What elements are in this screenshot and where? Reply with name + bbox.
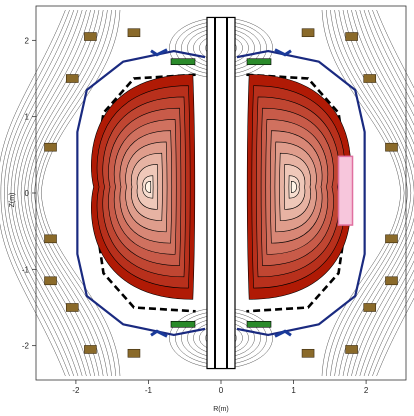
pf-coil [385, 142, 398, 152]
field-line [30, 9, 108, 377]
field-line [14, 9, 87, 377]
vessel-outline [236, 49, 366, 337]
field-line [321, 9, 402, 377]
flux-surface [290, 180, 297, 193]
field-line [338, 9, 414, 377]
pf-coil [345, 345, 358, 354]
vessel-outline [76, 49, 206, 337]
field-line [17, 9, 91, 377]
x-tick-label: 0 [219, 386, 224, 395]
coils-and-hardware [44, 16, 398, 370]
x-axis-label: R(m) [213, 406, 229, 413]
field-line [351, 9, 414, 377]
flux-surface [145, 180, 152, 193]
pf-coil [44, 142, 57, 152]
x-tick-label: -2 [72, 386, 80, 395]
pf-coil [363, 303, 377, 312]
field-line [355, 9, 414, 377]
field-line [334, 9, 412, 377]
y-tick-label: -2 [22, 342, 30, 351]
field-line [20, 9, 96, 377]
divertor-coil [150, 329, 168, 338]
field-line [10, 9, 83, 377]
field-line [24, 9, 100, 377]
y-tick-label: 2 [25, 36, 30, 45]
field-line [325, 9, 405, 377]
field-line [330, 9, 408, 377]
pf-coil [127, 348, 141, 358]
field-line [342, 9, 414, 377]
field-line [0, 9, 70, 377]
y-tick-label: -1 [22, 265, 30, 274]
x-tick-label: -1 [145, 386, 153, 395]
y-axis-label: Z(m) [9, 193, 16, 208]
field-line [7, 9, 79, 377]
pf-coil [65, 74, 79, 83]
field-line [346, 9, 414, 377]
pf-coil [301, 348, 315, 358]
axes: -2 -1 0 1 2 -2 -1 0 1 2 [22, 5, 407, 395]
target-plate [170, 320, 196, 328]
x-tick-label: 1 [291, 386, 296, 395]
target-plate [246, 320, 272, 328]
field-line [372, 9, 414, 377]
divertor-coil [274, 329, 292, 338]
pf-coil [65, 303, 79, 312]
pf-coil [345, 32, 358, 41]
pf-coil [44, 234, 57, 244]
field-line [363, 9, 414, 377]
x-tick-label: 2 [364, 386, 369, 395]
pf-coil [44, 276, 57, 286]
limiter-box [337, 155, 354, 226]
field-line [40, 9, 121, 377]
pf-coil [84, 345, 97, 354]
divertor-coil [274, 48, 292, 57]
field-line [3, 9, 75, 377]
y-tick-label: 1 [25, 113, 30, 122]
divertor-coil [150, 48, 168, 57]
pf-coil [84, 32, 97, 41]
pf-coil [127, 28, 141, 38]
pf-coil [363, 74, 377, 83]
pf-coil [301, 28, 315, 38]
field-line [27, 9, 104, 377]
plasma-flux-surfaces [91, 74, 351, 300]
centre-column [206, 16, 236, 370]
field-line [37, 9, 117, 377]
y-tick-label: 0 [25, 189, 30, 198]
field-line [367, 9, 414, 377]
field-line [359, 9, 414, 377]
target-plate [246, 58, 272, 66]
target-plate [170, 58, 196, 66]
pf-coil [385, 276, 398, 286]
pf-coil [385, 234, 398, 244]
